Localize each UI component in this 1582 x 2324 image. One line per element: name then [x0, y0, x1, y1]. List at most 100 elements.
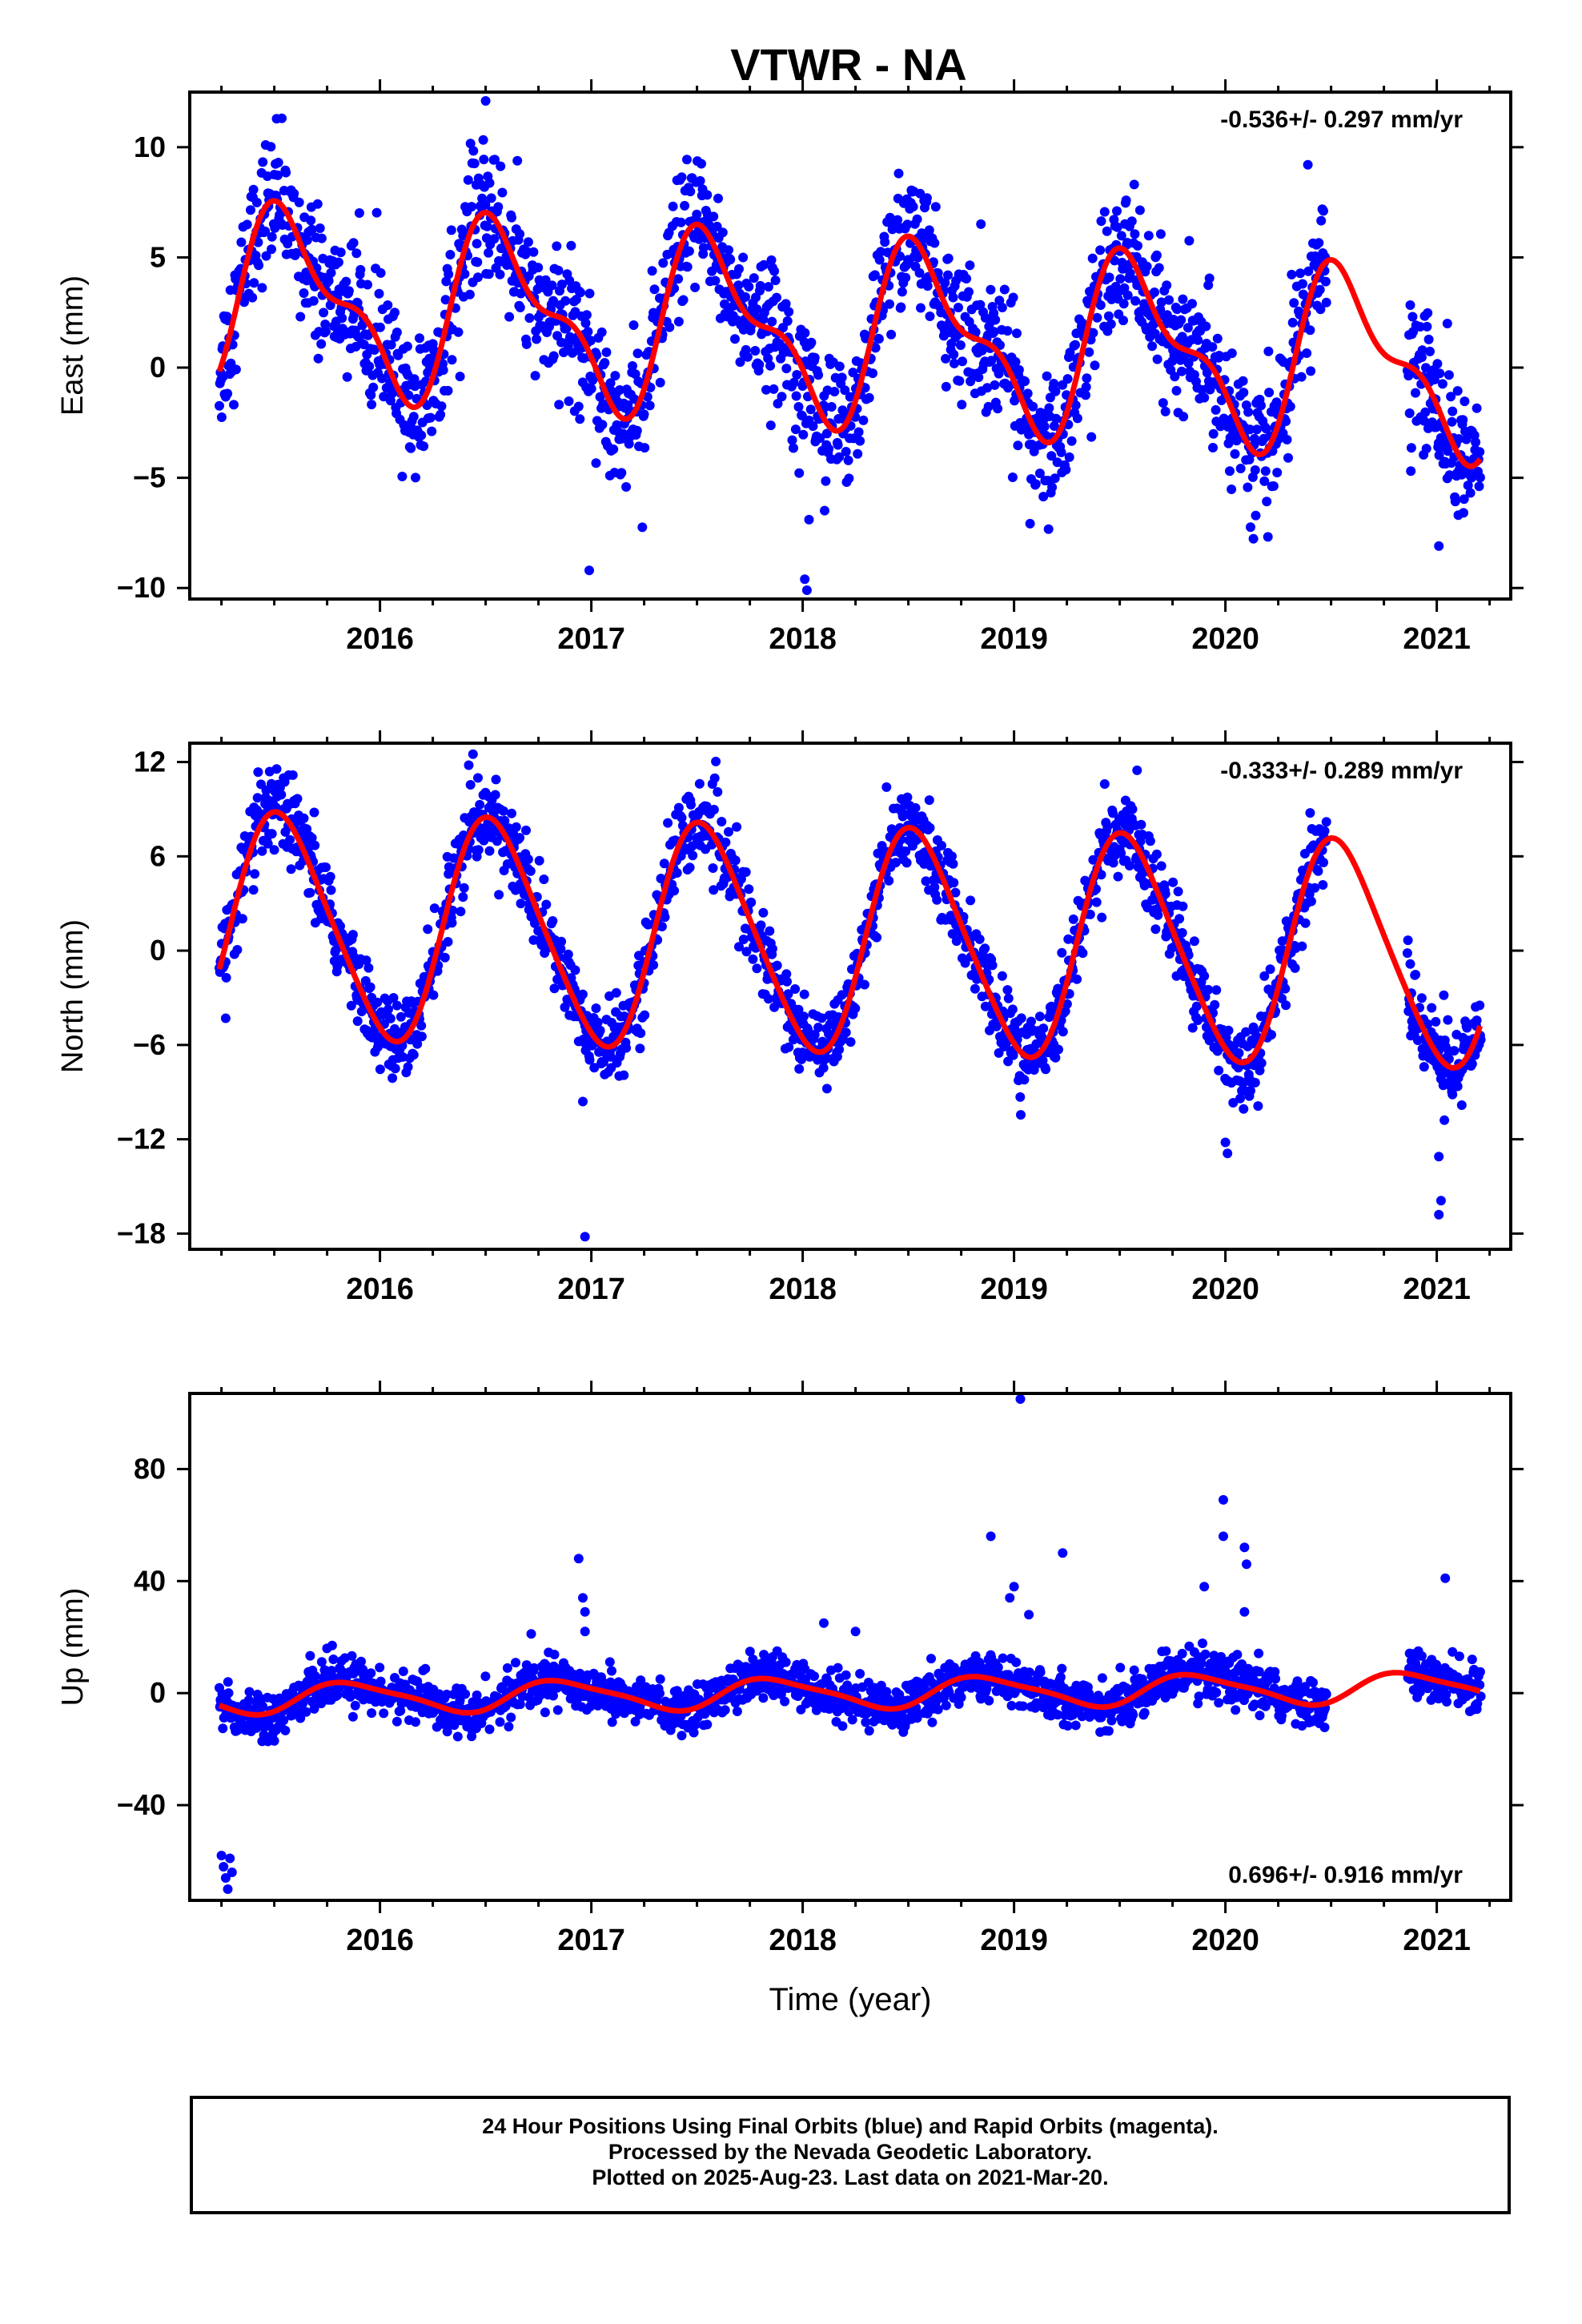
data-point — [1230, 448, 1240, 459]
x-tick-label: 2016 — [346, 1273, 414, 1306]
data-point — [748, 954, 758, 964]
data-point — [1085, 909, 1095, 919]
data-point — [818, 1063, 829, 1073]
data-point — [299, 813, 309, 823]
data-point — [515, 1699, 525, 1710]
data-point — [1106, 319, 1116, 329]
data-point — [790, 984, 801, 994]
data-point — [673, 316, 684, 327]
data-point — [580, 318, 591, 328]
data-point — [732, 1707, 742, 1716]
data-point — [1183, 358, 1194, 368]
data-point — [1268, 481, 1279, 491]
data-point — [901, 272, 911, 283]
data-point — [834, 361, 845, 372]
data-point — [540, 1707, 550, 1718]
data-point — [1118, 316, 1128, 326]
data-point — [258, 1702, 268, 1711]
data-point — [506, 1712, 516, 1723]
data-point — [690, 282, 701, 292]
data-point — [575, 414, 585, 424]
data-point — [1049, 379, 1059, 388]
data-point — [1039, 421, 1050, 432]
x-tick-label: 2018 — [769, 622, 837, 656]
data-point — [248, 184, 259, 195]
data-point — [456, 907, 466, 917]
data-point — [515, 303, 525, 312]
data-point — [596, 327, 607, 337]
data-point — [539, 875, 549, 884]
data-point — [1297, 941, 1307, 951]
y-tick-label: −5 — [133, 461, 166, 494]
data-point — [710, 275, 721, 286]
data-point — [930, 882, 940, 892]
x-tick-label: 2020 — [1191, 622, 1259, 656]
data-point — [1016, 1013, 1026, 1023]
data-point — [321, 862, 331, 872]
data-point — [1193, 335, 1203, 345]
data-point — [465, 139, 476, 149]
data-point — [548, 351, 559, 361]
data-point — [1452, 1081, 1463, 1092]
data-point — [1008, 292, 1018, 303]
data-point — [515, 229, 525, 239]
data-point — [744, 884, 754, 895]
data-point — [765, 926, 775, 936]
x-tick-label: 2019 — [980, 1273, 1048, 1306]
outlier-point — [804, 514, 814, 525]
data-point — [548, 296, 558, 306]
data-point — [223, 1688, 234, 1699]
data-point — [1113, 871, 1123, 882]
data-point — [1405, 300, 1415, 310]
data-point — [1015, 1092, 1026, 1102]
data-point — [447, 918, 457, 928]
data-point — [369, 345, 379, 355]
data-point — [258, 157, 268, 167]
data-point — [974, 372, 984, 383]
data-point — [611, 987, 621, 998]
data-point — [1189, 936, 1199, 947]
data-point — [628, 320, 639, 330]
data-point — [564, 275, 575, 286]
data-point — [507, 808, 516, 818]
data-point — [1305, 808, 1315, 818]
data-point — [576, 287, 585, 298]
data-point — [853, 427, 864, 437]
data-point — [554, 400, 564, 410]
data-point — [1187, 1023, 1198, 1033]
data-point — [1174, 914, 1185, 924]
data-point — [741, 867, 751, 877]
data-point — [1259, 971, 1270, 981]
data-point — [411, 1717, 420, 1727]
data-point — [253, 767, 263, 778]
data-point — [1225, 466, 1235, 476]
data-point — [797, 411, 807, 420]
data-point — [292, 794, 303, 804]
data-point — [817, 1013, 827, 1023]
data-point — [770, 275, 781, 286]
data-point — [837, 990, 847, 1000]
data-point — [459, 883, 469, 893]
data-point — [752, 963, 762, 974]
data-point — [749, 273, 759, 283]
data-point — [1208, 428, 1219, 439]
east-data-points — [215, 96, 1485, 595]
y-tick-label: 5 — [150, 240, 166, 273]
data-point — [512, 155, 523, 166]
data-point — [777, 392, 787, 402]
data-point — [1211, 985, 1222, 995]
east-model-line — [216, 198, 1483, 469]
data-point — [845, 1037, 856, 1047]
data-point — [321, 326, 331, 336]
data-point — [941, 353, 951, 364]
data-point — [1061, 464, 1071, 475]
data-point — [821, 428, 832, 439]
data-point — [429, 903, 440, 914]
data-point — [1129, 179, 1139, 190]
data-point — [1116, 231, 1126, 241]
data-point — [1013, 440, 1023, 451]
data-point — [1282, 435, 1292, 444]
data-point — [702, 1719, 713, 1730]
data-point — [472, 239, 482, 249]
data-point — [1437, 379, 1447, 389]
